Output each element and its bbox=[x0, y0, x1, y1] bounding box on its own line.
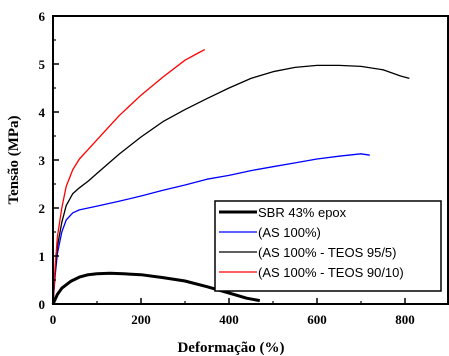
x-tick-label: 800 bbox=[395, 312, 415, 327]
legend-label: (AS 100% - TEOS 90/10) bbox=[258, 265, 404, 280]
x-axis: 0 200 400 600 800 bbox=[50, 298, 415, 327]
x-axis-title: Deformação (%) bbox=[177, 340, 284, 356]
y-tick-label: 2 bbox=[39, 201, 46, 216]
y-tick-label: 4 bbox=[39, 105, 46, 120]
legend-box bbox=[214, 200, 442, 292]
x-tick-label: 600 bbox=[307, 312, 327, 327]
y-tick-label: 5 bbox=[39, 57, 46, 72]
series-line-2 bbox=[52, 153, 370, 305]
x-tick-label: 400 bbox=[219, 312, 239, 327]
series-line-4 bbox=[52, 49, 206, 305]
legend-label: (AS 100%) bbox=[258, 225, 321, 240]
y-axis: 0 1 2 3 4 5 6 bbox=[39, 9, 59, 312]
y-tick-label: 1 bbox=[39, 249, 46, 264]
legend: SBR 43% epox (AS 100%) (AS 100% - TEOS 95/… bbox=[214, 200, 442, 292]
x-tick-label: 0 bbox=[50, 312, 57, 327]
y-axis-title: Tensão (MPa) bbox=[6, 115, 22, 204]
legend-label: (AS 100% - TEOS 95/5) bbox=[258, 245, 397, 260]
x-tick-label: 200 bbox=[131, 312, 151, 327]
y-tick-label: 6 bbox=[39, 9, 46, 24]
y-tick-label: 0 bbox=[39, 297, 46, 312]
y-tick-label: 3 bbox=[39, 153, 46, 168]
series-line-3 bbox=[52, 64, 410, 305]
legend-label: SBR 43% epox bbox=[258, 205, 347, 220]
